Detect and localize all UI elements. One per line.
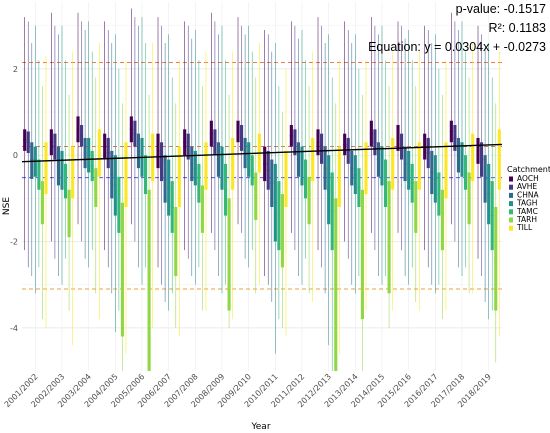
box-body	[30, 142, 34, 179]
legend-swatch	[509, 184, 513, 190]
legend-label: AOCH	[517, 174, 539, 183]
y-tick-label: 2	[13, 65, 18, 74]
legend-label: TAGH	[516, 199, 537, 208]
legend-swatch	[509, 209, 513, 215]
box-body	[44, 142, 48, 195]
trend-layer	[21, 143, 503, 163]
legend-swatch	[509, 201, 513, 207]
y-tick-label: -4	[10, 324, 18, 333]
y-axis: -4 -2 0 2	[10, 65, 18, 333]
trend-line	[21, 143, 503, 163]
box-body	[120, 202, 124, 337]
legend-title: Catchment	[507, 165, 550, 174]
y-tick-label: -2	[10, 238, 18, 247]
stat-r-squared: R²: 0.1183	[489, 21, 546, 35]
legend-label: CHNA	[517, 190, 539, 199]
legend-label: TAMC	[516, 207, 538, 216]
legend-swatch	[509, 217, 513, 223]
legend-swatch	[509, 225, 513, 231]
legend-swatch	[509, 192, 513, 198]
y-tick-label: 0	[13, 151, 18, 160]
legend-label: AVHE	[517, 182, 537, 191]
y-axis-title: NSE	[2, 197, 12, 215]
legend-label: TARH	[516, 215, 537, 224]
x-axis-title: Year	[250, 422, 270, 432]
legend-swatch	[509, 176, 513, 182]
reference-lines	[22, 61, 502, 290]
stat-p-value: p-value: -0.1517	[456, 2, 546, 16]
legend-label: TILL	[516, 223, 533, 232]
stat-equation: Equation: y = 0.0304x + -0.0273	[368, 40, 546, 54]
